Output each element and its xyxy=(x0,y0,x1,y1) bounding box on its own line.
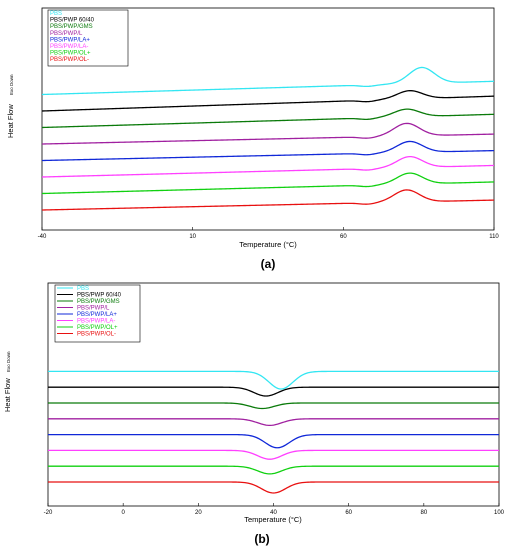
series-line-pbs-pwp-ol- xyxy=(48,465,499,475)
legend-entry: PBS/PWP/LA+ xyxy=(77,312,117,318)
x-tick-label: 60 xyxy=(345,510,352,516)
x-tick-label: 0 xyxy=(121,510,125,516)
legend-box-a xyxy=(47,9,129,67)
series-line-pbs-pwp-ol- xyxy=(41,172,495,195)
x-tick-label: 40 xyxy=(270,510,277,516)
series-line-pbs-pwp-ol- xyxy=(48,481,499,494)
series-line-pbs-pwp-l xyxy=(48,418,499,427)
series-line-pbs-pwp-gms xyxy=(48,402,499,410)
legend-entry: PBS/PWP 60/40 xyxy=(77,293,122,299)
x-axis-label-b: Temperature (°C) xyxy=(244,515,302,524)
legend-entry: PBS/PWP/LA+ xyxy=(50,37,90,43)
series-line-pbs-pwp-la- xyxy=(48,449,499,460)
x-tick-label: -20 xyxy=(44,510,53,516)
series-line-pbs-pwp-60-40 xyxy=(48,386,499,397)
x-tick-label: 20 xyxy=(195,510,202,516)
legend-entry: PBS xyxy=(50,11,62,17)
series-line-pbs-pwp-gms xyxy=(41,108,495,129)
series-line-pbs-pwp-ol- xyxy=(41,189,495,211)
legend-entry: PBS/PWP/LA- xyxy=(50,44,88,50)
exo-note-a: Exo Down xyxy=(9,74,14,95)
plot-frame-a xyxy=(41,7,495,231)
legend-entry: PBS/PWP/OL+ xyxy=(77,325,118,331)
y-axis-label-b: Heat Flow xyxy=(3,378,12,412)
legend-entry: PBS/PWP/OL- xyxy=(50,57,89,63)
series-line-pbs-pwp-l xyxy=(41,122,495,145)
panel-caption-a: (a) xyxy=(261,257,276,271)
exo-note-b: Exo Down xyxy=(6,351,11,372)
legend-entry: PBS/PWP/OL- xyxy=(77,332,116,338)
legend-entry: PBS xyxy=(77,286,89,292)
legend-entry: PBS/PWP/OL+ xyxy=(50,51,91,57)
x-ticks-b: -20 0 20 40 60 80 100 xyxy=(44,503,505,516)
y-axis-label-a: Heat Flow xyxy=(6,104,15,138)
x-tick-label: 60 xyxy=(340,234,347,240)
panel-b: Heat Flow Exo Down Temperature (°C) -20 0… xyxy=(3,282,505,546)
legend-entry: PBS/PWP/L xyxy=(77,306,110,312)
x-tick-label: 10 xyxy=(189,234,196,240)
x-tick-label: 110 xyxy=(489,234,499,240)
legend-entry: PBS/PWP/GMS xyxy=(50,24,93,30)
series-line-pbs-pwp-60-40 xyxy=(41,90,495,112)
x-tick-label: 80 xyxy=(420,510,427,516)
x-axis-label-a: Temperature (°C) xyxy=(239,240,297,249)
x-tick-label: 100 xyxy=(494,510,505,516)
series-line-pbs xyxy=(41,66,495,96)
x-tick-label: -40 xyxy=(38,234,47,240)
legend-entry: PBS/PWP/L xyxy=(50,31,83,37)
legend-entry: PBS/PWP 60/40 xyxy=(50,18,95,24)
x-ticks-a: -40 10 60 110 xyxy=(38,227,499,240)
panel-caption-b: (b) xyxy=(254,532,269,546)
curves-b xyxy=(48,370,499,494)
series-line-pbs xyxy=(48,370,499,390)
legend-entry: PBS/PWP/GMS xyxy=(77,299,120,305)
series-line-pbs-pwp-la- xyxy=(41,155,495,178)
series-line-pbs-pwp-la- xyxy=(41,140,495,162)
panel-a: Heat Flow Exo Down Temperature (°C) -40 1… xyxy=(6,7,499,271)
curves-a xyxy=(41,66,495,211)
legend-entry: PBS/PWP/LA- xyxy=(77,319,115,325)
series-line-pbs-pwp-la- xyxy=(48,433,499,449)
